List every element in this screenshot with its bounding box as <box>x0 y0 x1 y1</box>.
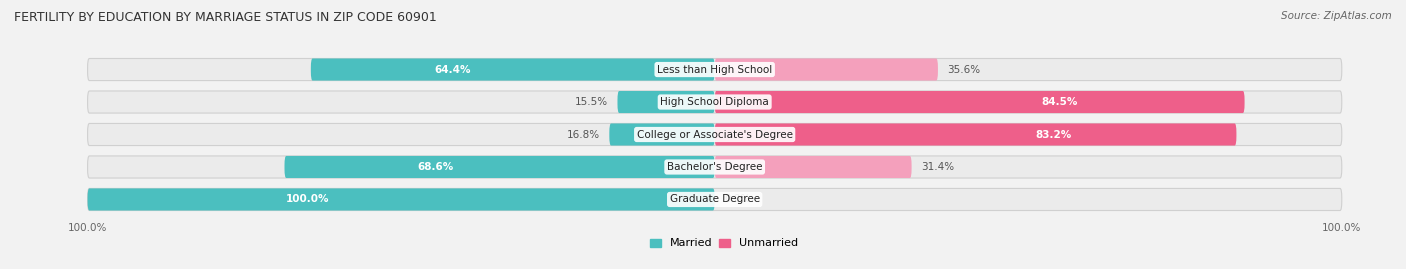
FancyBboxPatch shape <box>311 58 714 81</box>
Text: 68.6%: 68.6% <box>418 162 453 172</box>
Text: 0.0%: 0.0% <box>724 194 751 204</box>
Text: 16.8%: 16.8% <box>567 129 600 140</box>
FancyBboxPatch shape <box>714 58 938 81</box>
FancyBboxPatch shape <box>87 188 714 211</box>
Text: 83.2%: 83.2% <box>1036 129 1071 140</box>
FancyBboxPatch shape <box>714 123 1236 146</box>
Text: FERTILITY BY EDUCATION BY MARRIAGE STATUS IN ZIP CODE 60901: FERTILITY BY EDUCATION BY MARRIAGE STATU… <box>14 11 437 24</box>
FancyBboxPatch shape <box>617 91 714 113</box>
FancyBboxPatch shape <box>714 156 911 178</box>
FancyBboxPatch shape <box>609 123 714 146</box>
Text: High School Diploma: High School Diploma <box>661 97 769 107</box>
Text: 64.4%: 64.4% <box>434 65 471 75</box>
FancyBboxPatch shape <box>87 156 1341 178</box>
FancyBboxPatch shape <box>87 123 1341 146</box>
Text: 84.5%: 84.5% <box>1040 97 1077 107</box>
Text: 35.6%: 35.6% <box>948 65 980 75</box>
FancyBboxPatch shape <box>87 58 1341 81</box>
Text: Source: ZipAtlas.com: Source: ZipAtlas.com <box>1281 11 1392 21</box>
FancyBboxPatch shape <box>714 91 1244 113</box>
Legend: Married, Unmarried: Married, Unmarried <box>645 234 803 253</box>
FancyBboxPatch shape <box>284 156 714 178</box>
Text: 31.4%: 31.4% <box>921 162 955 172</box>
Text: Graduate Degree: Graduate Degree <box>669 194 759 204</box>
Text: College or Associate's Degree: College or Associate's Degree <box>637 129 793 140</box>
FancyBboxPatch shape <box>87 188 1341 211</box>
Text: Less than High School: Less than High School <box>657 65 772 75</box>
FancyBboxPatch shape <box>87 91 1341 113</box>
Text: 100.0%: 100.0% <box>285 194 329 204</box>
Text: Bachelor's Degree: Bachelor's Degree <box>666 162 762 172</box>
Text: 15.5%: 15.5% <box>575 97 607 107</box>
